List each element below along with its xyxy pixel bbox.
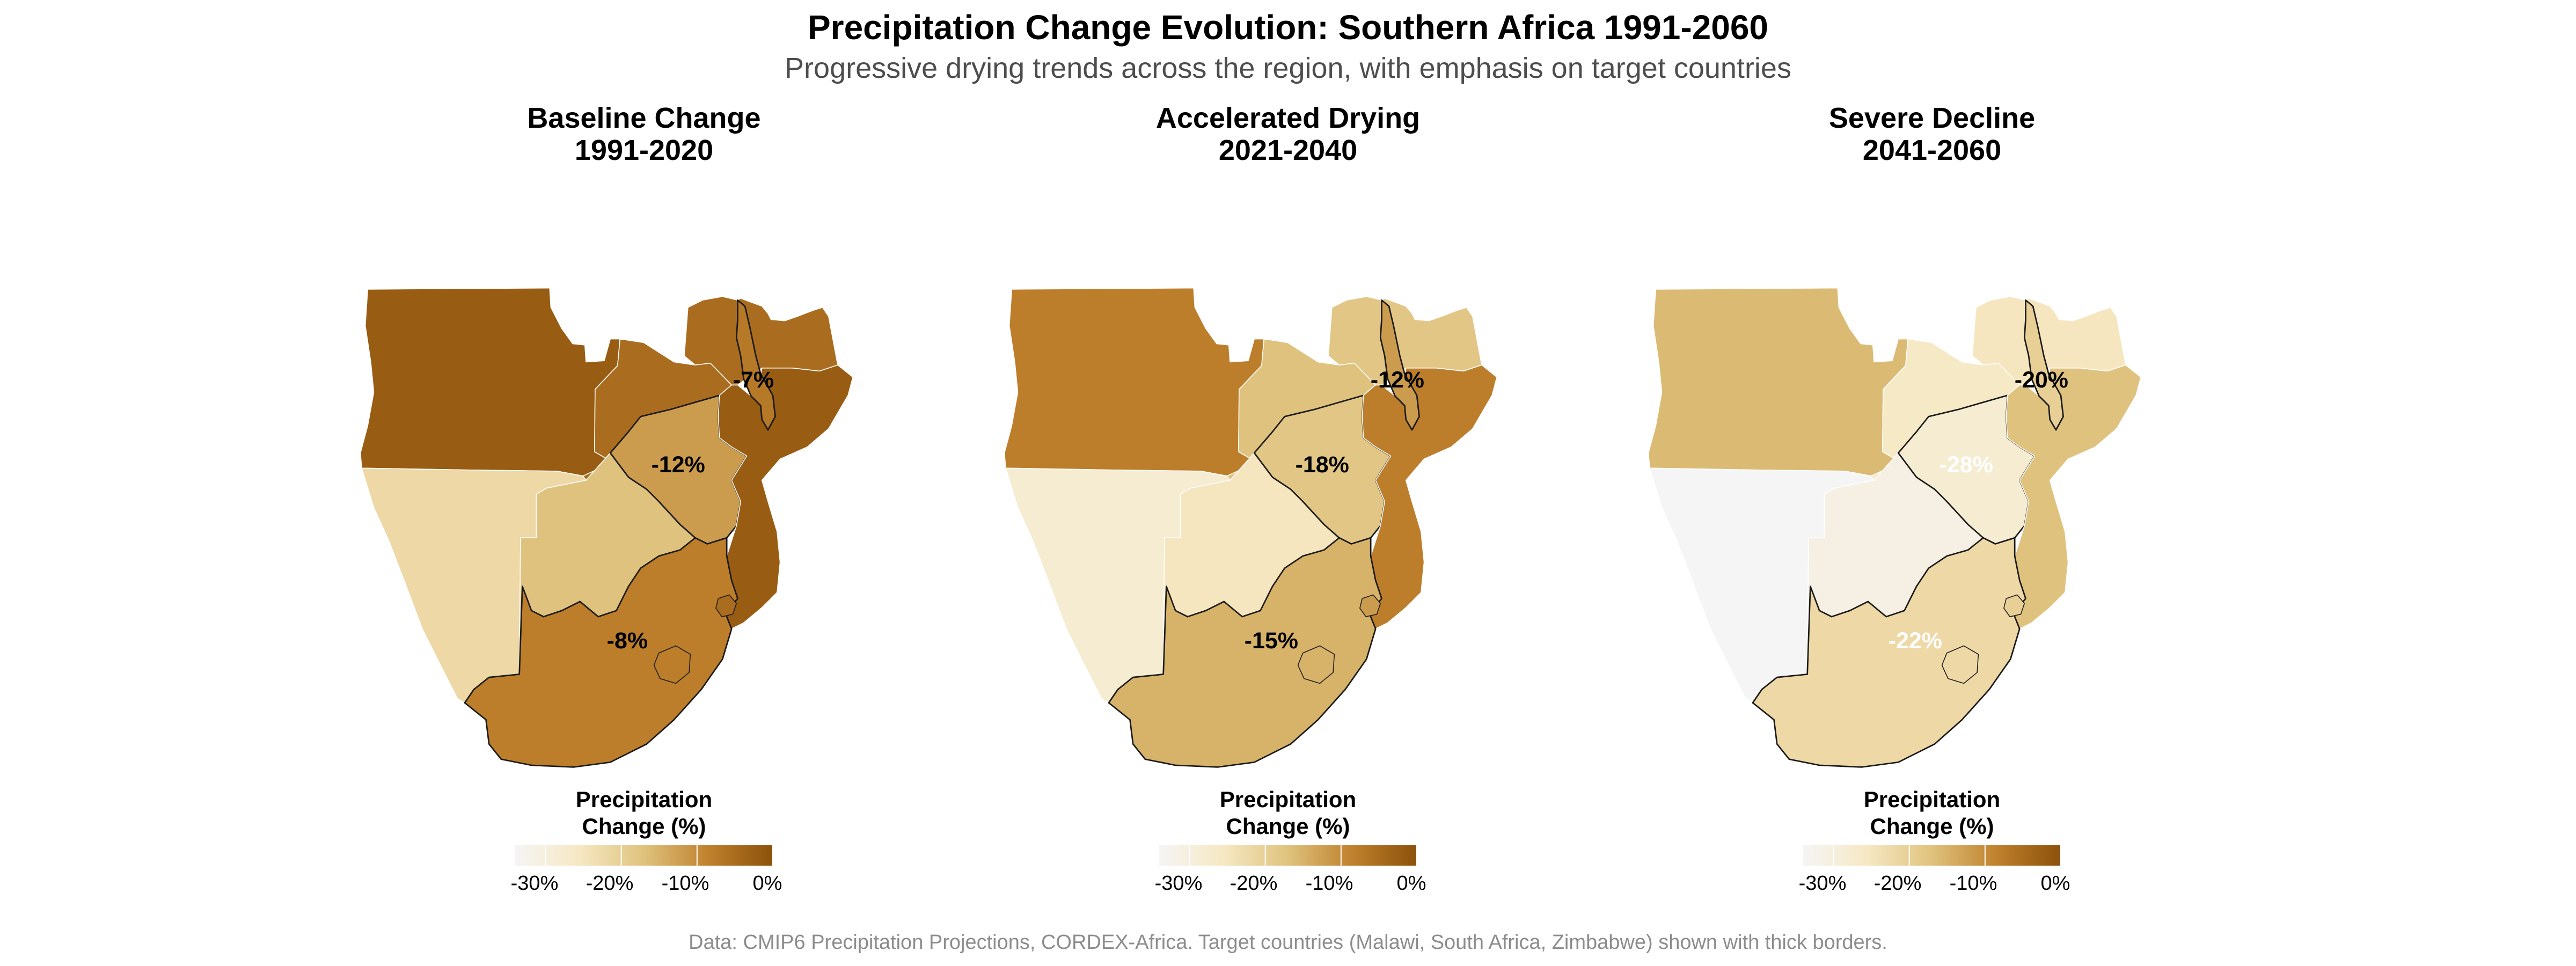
chart-title: Precipitation Change Evolution: Southern… [807, 8, 1769, 47]
value-label-malawi: -7% [733, 367, 774, 393]
country-mozambique [718, 364, 853, 630]
legend-tick: -20% [586, 872, 634, 895]
legend-tick: -10% [1305, 872, 1353, 895]
panel-title-line2: 2041-2060 [1862, 134, 2002, 166]
legend-tick: -30% [510, 872, 559, 895]
legend-tick: 0% [1396, 872, 1426, 895]
country-south-africa [1752, 537, 2026, 768]
colorbar-gradient [1159, 845, 1417, 866]
country-eswatini [715, 594, 737, 617]
legend-tick: 0% [2040, 872, 2070, 895]
panel-title-line2: 1991-2020 [574, 134, 714, 166]
legend-tick: -20% [1874, 872, 1922, 895]
country-malawi [735, 299, 776, 431]
country-angola [1004, 287, 1270, 477]
colorbar-svg [1159, 845, 1417, 866]
legend-colorbar [1159, 845, 1417, 866]
legend-title-line1: Precipitation [1219, 787, 1357, 812]
colorbar-gradient [515, 845, 773, 866]
map-svg: -12% -18% -15% [1004, 287, 1497, 768]
value-label-malawi: -20% [2015, 367, 2068, 393]
country-south-africa [464, 537, 738, 768]
country-eswatini [1359, 594, 1381, 617]
panel-title-line1: Accelerated Drying [1155, 102, 1421, 134]
panel-title: Baseline Change 1991-2020 [322, 102, 966, 166]
panel-title-line1: Severe Decline [1828, 102, 2036, 134]
panel-title-line1: Baseline Change [527, 102, 761, 134]
choropleth-map: -20% -28% -22% [1610, 182, 2254, 843]
panel-title: Accelerated Drying 2021-2040 [966, 102, 1610, 166]
value-label-zimbabwe: -12% [652, 452, 705, 478]
value-label-zimbabwe: -28% [1940, 452, 1993, 478]
value-label-zimbabwe: -18% [1296, 452, 1349, 478]
legend-title-line1: Precipitation [1863, 787, 2001, 812]
country-lesotho [653, 645, 691, 684]
value-label-malawi: -12% [1371, 367, 1424, 393]
map-panel-baseline: Baseline Change 1991-2020 -7% -12% -8% Pre… [322, 102, 966, 918]
country-mozambique [2006, 364, 2141, 630]
chart-subtitle: Progressive drying trends across the reg… [785, 52, 1791, 84]
choropleth-map: -7% -12% -8% [322, 182, 966, 843]
map-panel-severe: Severe Decline 2041-2060 -20% -28% -22% Pr… [1610, 102, 2254, 918]
legend-title-line1: Precipitation [575, 787, 713, 812]
choropleth-map: -12% -18% -15% [966, 182, 1610, 843]
legend-title-line2: Change (%) [582, 814, 706, 839]
colorbar-gradient [1803, 845, 2061, 866]
country-lesotho [1297, 645, 1335, 684]
map-svg: -20% -28% -22% [1648, 287, 2141, 768]
country-angola [1648, 287, 1914, 477]
legend-tick: -10% [1949, 872, 1997, 895]
country-lesotho [1941, 645, 1979, 684]
legend-tick: -30% [1798, 872, 1847, 895]
value-label-south-africa: -15% [1245, 628, 1298, 654]
legend-tick: -30% [1154, 872, 1203, 895]
country-south-africa [1108, 537, 1382, 768]
colorbar-svg [1803, 845, 2061, 866]
map-svg: -7% -12% -8% [360, 287, 853, 768]
country-malawi [2023, 299, 2064, 431]
panel-title: Severe Decline 2041-2060 [1610, 102, 2254, 166]
legend-title: Precipitation Change (%) [966, 786, 1610, 840]
country-eswatini [2003, 594, 2025, 617]
panel-title-line2: 2021-2040 [1218, 134, 1358, 166]
legend-title-line2: Change (%) [1870, 814, 1994, 839]
legend-tick: 0% [752, 872, 782, 895]
legend-title: Precipitation Change (%) [1610, 786, 2254, 840]
country-malawi [1379, 299, 1420, 431]
legend-title-line2: Change (%) [1226, 814, 1350, 839]
country-mozambique [1362, 364, 1497, 630]
legend-tick: -10% [661, 872, 709, 895]
map-panel-accelerated: Accelerated Drying 2021-2040 -12% -18% -15… [966, 102, 1610, 918]
colorbar-svg [515, 845, 773, 866]
value-label-south-africa: -22% [1889, 628, 1942, 654]
data-source-caption: Data: CMIP6 Precipitation Projections, C… [689, 931, 1887, 954]
legend-title: Precipitation Change (%) [322, 786, 966, 840]
legend-tick: -20% [1230, 872, 1278, 895]
legend-colorbar [515, 845, 773, 866]
country-angola [360, 287, 626, 477]
legend-colorbar [1803, 845, 2061, 866]
value-label-south-africa: -8% [607, 628, 648, 654]
